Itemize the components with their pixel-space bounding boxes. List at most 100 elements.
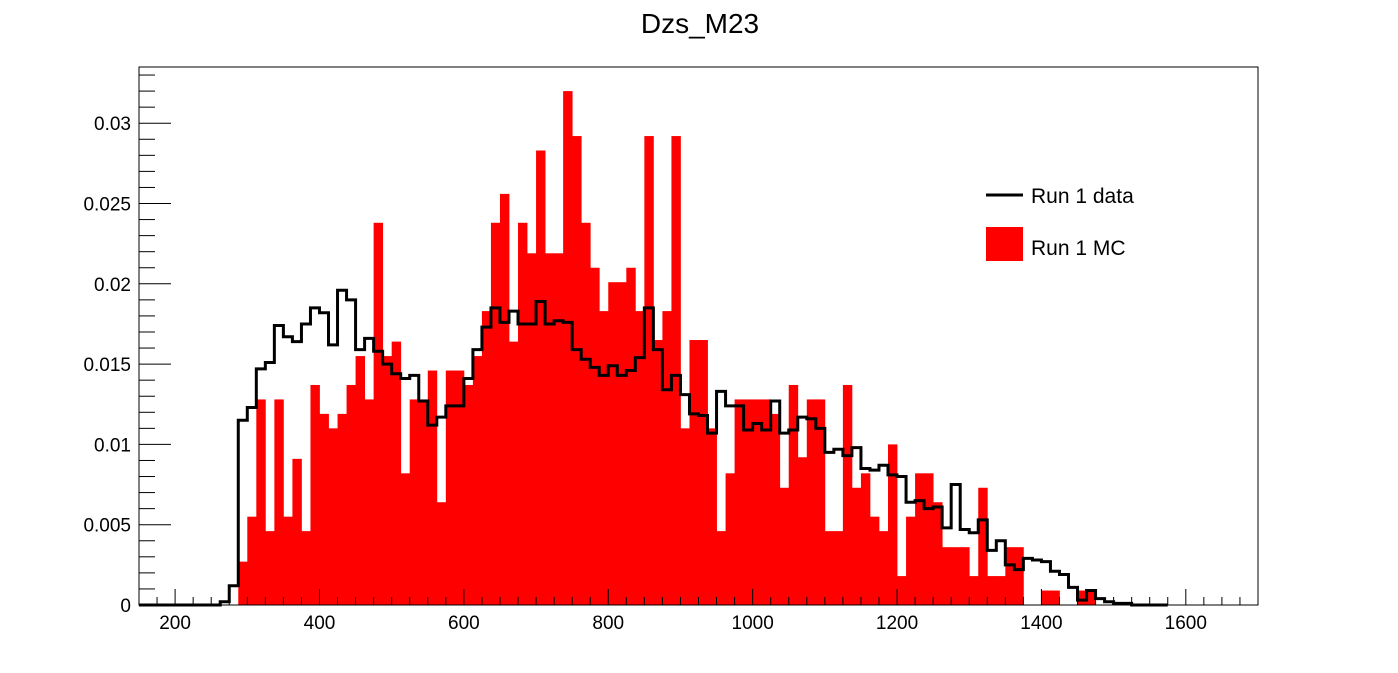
mc-bar [1041,590,1051,605]
mc-bar [337,413,347,605]
mc-bar [644,136,654,606]
mc-bar [770,413,781,605]
mc-bar [554,253,564,605]
mc-bar [481,311,492,605]
data-histogram [139,288,1168,607]
mc-bar [671,136,681,606]
mc-bar [842,384,853,605]
mc-bar [969,576,979,605]
x-tick-label: 1600 [1165,613,1207,634]
mc-bar [860,473,871,605]
mc-bar [418,399,429,605]
mc-bar [265,531,275,605]
mc-bar [590,267,600,605]
y-tick-label: 0.005 [83,516,131,537]
mc-bar [527,253,537,605]
mc-bar [1050,590,1060,605]
mc-bar [707,428,717,605]
mc-bar [806,399,817,605]
x-tick-label: 1000 [732,613,774,634]
y-tick-label: 0.015 [83,355,131,376]
mc-bar [391,341,402,605]
x-tick-label: 1200 [876,613,918,634]
mc-bar [779,487,790,605]
mc-bar [364,399,375,605]
mc-bar [653,340,663,605]
mc-bar [1077,590,1087,605]
mc-bar [472,356,483,605]
mc-bar [247,516,257,605]
mc-bar [662,311,672,605]
mc-bar [869,516,880,605]
mc-bar [788,384,799,605]
x-axis: 200 400 600 800 1000 1200 1400 1600 [138,589,1259,634]
y-axis: 0 0.005 0.01 0.015 0.02 0.025 0.03 [83,74,171,617]
mc-bar [274,399,284,605]
mc-bar [689,340,699,605]
mc-bar [626,267,636,605]
y-tick-label: 0.01 [94,435,131,456]
mc-bar [1086,590,1096,605]
mc-bar [915,473,925,605]
mc-bar [987,576,997,605]
mc-bar [238,561,248,605]
mc-bar [725,473,735,605]
mc-bar [292,458,302,605]
mc-bar [599,311,609,605]
mc-bar [427,370,438,605]
mc-bar [1005,547,1015,605]
mc-bar [310,384,320,605]
mc-bar [833,531,844,605]
mc-bar [698,340,708,605]
mc-bar [518,222,528,605]
chart-title: Dzs_M23 [641,8,759,39]
legend-swatch-mc [986,227,1023,261]
data-step-line [139,288,1168,607]
x-tick-label: 200 [159,613,191,634]
mc-bar [373,222,384,605]
mc-bar [978,487,988,605]
x-tick-label: 1400 [1020,613,1062,634]
mc-bar [346,384,356,605]
mc-bar [996,576,1006,605]
mc-histogram [238,91,1096,606]
mc-bar [536,150,546,606]
mc-bar [734,399,745,605]
mc-bar [256,399,266,605]
mc-bar [382,356,393,605]
mc-bar [436,502,447,605]
x-tick-label: 800 [592,613,624,634]
mc-bar [743,399,754,605]
legend: Run 1 data Run 1 MC [986,185,1134,261]
y-tick-label: 0 [120,596,131,617]
mc-bar [355,356,366,605]
mc-bar [960,547,970,605]
mc-bar [761,399,772,605]
y-tick-label: 0.03 [94,114,131,135]
mc-bar [490,222,501,605]
mc-bar [572,136,582,606]
mc-bar [797,457,808,605]
x-tick-label: 600 [448,613,480,634]
mc-bar [508,341,519,605]
mc-bar [608,282,618,605]
legend-label-data: Run 1 data [1031,185,1134,208]
mc-bar [942,547,952,605]
y-tick-label: 0.025 [83,195,131,216]
mc-bar [445,370,456,605]
mc-bar [301,531,311,605]
mc-bar [951,547,961,605]
mc-bar [499,193,510,605]
legend-label-mc: Run 1 MC [1031,237,1126,260]
mc-bar [409,399,420,605]
mc-bar [463,384,474,605]
mc-bar [635,311,645,605]
mc-bar [752,399,763,605]
mc-bar [824,531,835,605]
mc-bar [545,253,555,605]
mc-bar [680,428,690,605]
mc-bar [851,487,862,605]
mc-bar [815,399,826,605]
